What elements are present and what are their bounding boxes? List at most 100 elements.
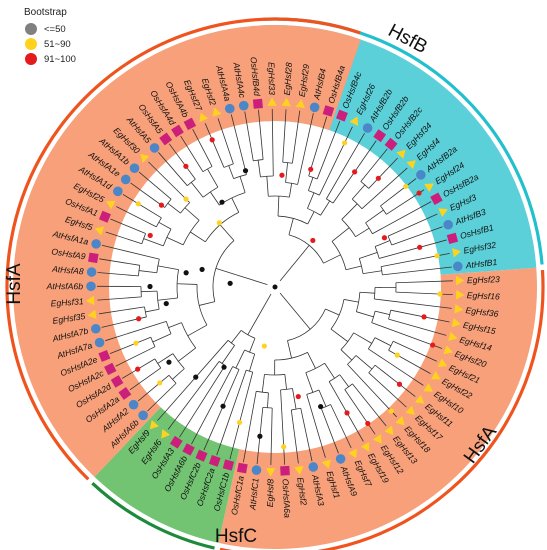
bootstrap-node [417, 244, 423, 250]
branch [316, 121, 341, 180]
branch [98, 306, 145, 315]
tree-branches [96, 109, 453, 465]
branch-arc [156, 217, 162, 228]
legend-label-high: 91~100 [44, 54, 76, 65]
leaf-marker-circle [94, 337, 105, 348]
bootstrap-node [220, 403, 226, 409]
clade-sector-HsfC [94, 407, 240, 543]
branch [307, 352, 316, 369]
branch-arc [282, 161, 293, 164]
branch [148, 161, 190, 203]
leaf-marker-square [98, 349, 111, 362]
leaf-marker-square [280, 465, 290, 476]
branch-arc [144, 306, 147, 318]
leaf-marker-circle [129, 163, 140, 173]
leaf-marker-triangle [149, 419, 159, 430]
branch [330, 328, 349, 342]
leaf-marker-circle [335, 454, 346, 464]
branch [374, 240, 391, 247]
branch [178, 347, 196, 362]
leaf-marker-triangle [94, 226, 105, 236]
leaf-label: AtHsfA6b [46, 281, 84, 291]
bootstrap-node [147, 283, 153, 290]
leaf-marker-triangle [87, 309, 97, 320]
leaf-marker-square [183, 117, 197, 131]
branch-arc [196, 284, 208, 326]
branch [166, 236, 184, 246]
branch [115, 346, 156, 367]
branch-arc [358, 258, 364, 274]
bootstrap-node [310, 237, 316, 244]
branch [345, 265, 362, 271]
branch [257, 160, 261, 178]
branch [307, 211, 315, 225]
branch-arc [307, 208, 321, 216]
branch [368, 372, 407, 408]
leaf-marker-circle [90, 323, 101, 334]
leaf-label: EgHsf35 [52, 311, 86, 326]
leaf-marker-triangle [395, 416, 405, 426]
branch [172, 368, 185, 380]
branch [143, 238, 164, 247]
branch [359, 252, 378, 259]
branch-arc [268, 195, 290, 198]
branch [229, 372, 254, 460]
bootstrap-node [133, 340, 139, 346]
bootstrap-node [183, 196, 189, 202]
clade-sector-HsfA-left [12, 24, 361, 477]
branch [157, 297, 178, 301]
branch-arc [187, 178, 196, 187]
branch [368, 157, 398, 189]
leaf-marker-triangle [443, 345, 453, 355]
branch [167, 361, 220, 430]
branch [365, 209, 384, 224]
branch [168, 143, 196, 180]
leaf-marker-square [110, 375, 124, 388]
branch-arc [371, 311, 376, 323]
branch [390, 309, 450, 323]
leaf-marker-square [159, 132, 173, 146]
bootstrap-node [257, 433, 263, 439]
bootstrap-node [193, 374, 199, 380]
branch [168, 322, 182, 329]
bootstrap-node [394, 352, 400, 358]
branch [152, 333, 172, 343]
leaf-marker-triangle [455, 275, 465, 286]
branch [356, 311, 374, 318]
branch-arc [347, 355, 357, 365]
branch [209, 191, 220, 206]
branch [97, 296, 142, 301]
branch-arc [388, 341, 394, 351]
leaf-marker-triangle [455, 289, 465, 300]
bootstrap-node [135, 201, 141, 207]
branch [279, 255, 301, 282]
leaf-marker-triangle [437, 358, 448, 367]
bootstrap-node [221, 364, 227, 370]
leaf-marker-triangle [454, 304, 464, 314]
leaf-marker-triangle [423, 383, 433, 392]
branch [147, 382, 177, 412]
leaf-marker-triangle [360, 441, 370, 452]
bootstrap-node [403, 183, 409, 190]
branch [374, 337, 392, 347]
bootstrap-node [147, 232, 153, 239]
legend-label-low: <=50 [44, 24, 66, 35]
branch-arc [341, 219, 356, 237]
leaf-label: EgHsf29 [297, 63, 312, 97]
branch [351, 184, 366, 200]
bootstrap-node [158, 202, 165, 208]
leaf-label: EgHsf8 [265, 479, 276, 508]
branch [391, 226, 443, 246]
bootstrap-node [341, 140, 348, 146]
branch [130, 182, 165, 208]
branch-arc [162, 228, 172, 247]
leaf-marker-circle [251, 465, 262, 475]
branch [157, 353, 174, 364]
branch [344, 389, 376, 435]
bootstrap-node [416, 190, 422, 196]
bootstrap-node [136, 316, 142, 322]
leaf-marker-square [182, 443, 195, 456]
leaf-marker-square [118, 387, 132, 400]
leaf-marker-triangle [161, 429, 171, 439]
bootstrap-node [227, 280, 233, 286]
